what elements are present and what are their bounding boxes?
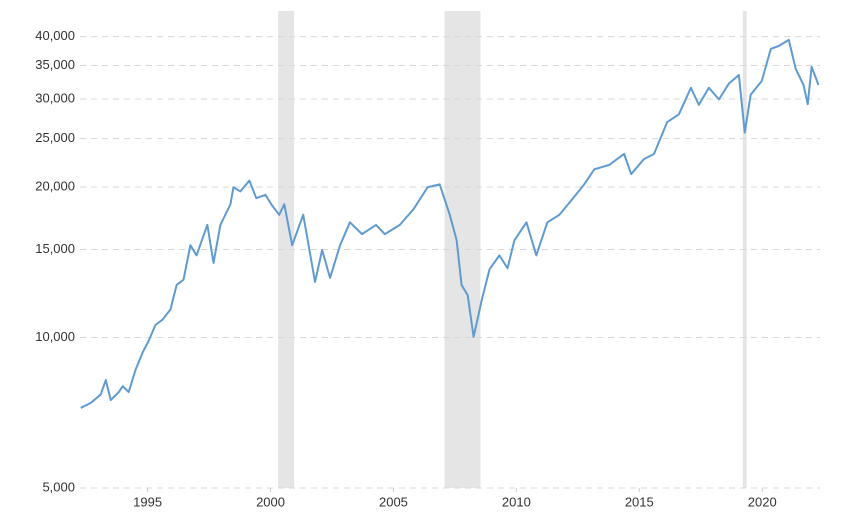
y-tick-label: 5,000 xyxy=(42,479,75,494)
y-tick-label: 25,000 xyxy=(35,130,75,145)
x-tick-label: 2010 xyxy=(502,494,531,509)
x-tick-label: 2020 xyxy=(748,494,777,509)
x-tick-label: 2015 xyxy=(625,494,654,509)
x-tick-label: 2000 xyxy=(256,494,285,509)
y-tick-label: 40,000 xyxy=(35,28,75,43)
x-tick-label: 2005 xyxy=(379,494,408,509)
y-tick-label: 35,000 xyxy=(35,57,75,72)
y-tick-label: 20,000 xyxy=(35,178,75,193)
x-tick-label: 1995 xyxy=(133,494,162,509)
y-tick-label: 30,000 xyxy=(35,90,75,105)
recession-band xyxy=(278,11,295,488)
y-tick-label: 10,000 xyxy=(35,329,75,344)
data-line xyxy=(80,38,820,409)
y-tick-label: 15,000 xyxy=(35,241,75,256)
recession-band xyxy=(444,11,481,488)
